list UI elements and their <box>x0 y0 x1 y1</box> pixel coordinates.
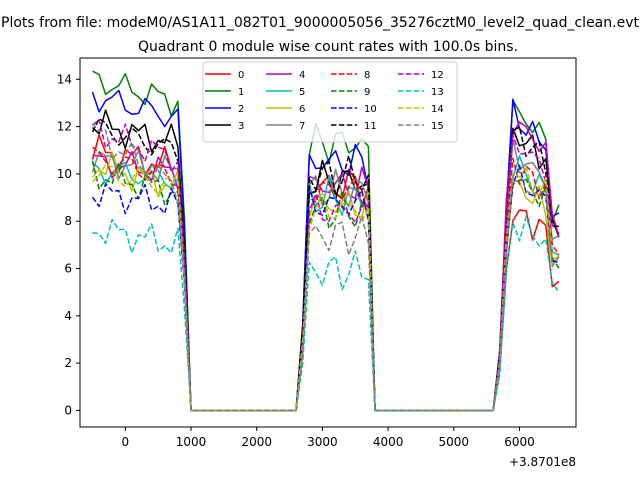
y-axis: 0 2 4 6 8 10 12 14 <box>57 72 80 417</box>
x-axis: 0 1000 2000 3000 4000 5000 6000 <box>122 427 535 449</box>
series-line-8 <box>92 146 560 412</box>
series-line-12 <box>92 118 560 412</box>
plot-area-frame <box>79 57 577 428</box>
legend-label-5: 5 <box>299 87 305 98</box>
x-tick-label: 0 <box>122 435 130 449</box>
y-tick-label: 2 <box>64 356 72 370</box>
y-tick-label: 8 <box>64 214 72 228</box>
legend-label-14: 14 <box>431 104 444 115</box>
series-line-9 <box>91 160 560 412</box>
y-tick-label: 14 <box>57 72 72 86</box>
legend-label-6: 6 <box>299 104 305 115</box>
legend-label-12: 12 <box>431 70 444 81</box>
x-tick-label: 3000 <box>307 435 338 449</box>
series-line-15 <box>91 123 560 412</box>
y-tick-label: 0 <box>64 403 72 417</box>
legend-label-13: 13 <box>431 87 444 98</box>
chart-title: Quadrant 0 module wise count rates with … <box>138 39 518 55</box>
legend-label-1: 1 <box>238 87 244 98</box>
x-tick-label: 5000 <box>439 435 470 449</box>
x-offset-label: +3.8701e8 <box>509 455 576 469</box>
legend-label-3: 3 <box>238 121 244 132</box>
y-tick-label: 6 <box>64 262 72 276</box>
x-tick-label: 1000 <box>176 435 207 449</box>
y-tick-label: 10 <box>57 167 72 181</box>
legend-label-0: 0 <box>238 70 244 81</box>
legend-label-8: 8 <box>364 70 370 81</box>
legend-label-4: 4 <box>299 70 305 81</box>
legend-label-11: 11 <box>364 121 377 132</box>
figure-suptitle: Plots from file: modeM0/AS1A11_082T01_90… <box>1 15 639 31</box>
y-tick-label: 12 <box>57 120 72 134</box>
legend-label-2: 2 <box>238 104 244 115</box>
plot-lines <box>91 70 560 412</box>
legend-label-15: 15 <box>431 121 444 132</box>
legend-label-7: 7 <box>299 121 305 132</box>
x-tick-label: 4000 <box>373 435 404 449</box>
y-tick-label: 4 <box>64 309 72 323</box>
legend-label-10: 10 <box>364 104 377 115</box>
legend-label-9: 9 <box>364 87 370 98</box>
legend-box <box>202 61 458 143</box>
series-line-13 <box>92 216 560 412</box>
x-tick-label: 2000 <box>241 435 272 449</box>
series-line-11 <box>91 117 559 412</box>
x-tick-label: 6000 <box>504 435 535 449</box>
